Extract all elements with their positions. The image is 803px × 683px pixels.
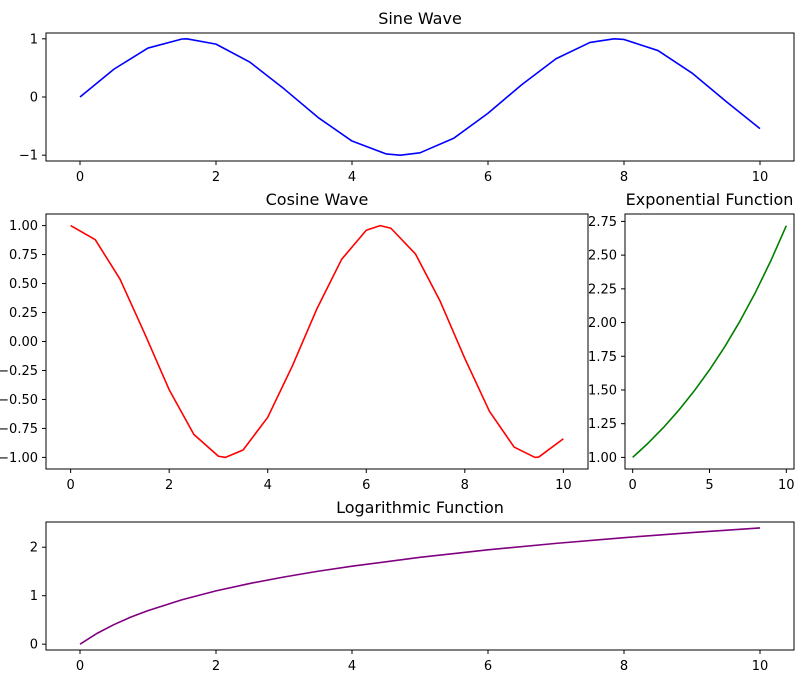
logarithmic-x-tick-label: 0 — [76, 659, 84, 674]
exponential-y-tick-label: 2.00 — [588, 316, 617, 331]
cosine-y-tick-label: 0.75 — [9, 248, 38, 263]
cosine-subplot: Cosine Wave 0 2 4 6 8 10 1.00 0.75 0.50 0.25 0.00 −0… — [0, 190, 589, 493]
exponential-y-tick-label: 1.25 — [588, 417, 617, 432]
sine-x-tick-label: 2 — [212, 170, 220, 185]
sine-x-tick-label: 0 — [76, 170, 84, 185]
cosine-x-tick-label: 8 — [461, 478, 469, 493]
exponential-y-tick-label: 2.25 — [588, 282, 617, 297]
exponential-y-tick-label: 1.50 — [588, 383, 617, 398]
logarithmic-x-tick-label: 2 — [212, 659, 220, 674]
cosine-y-tick-label: −1.00 — [0, 451, 38, 466]
cosine-title: Cosine Wave — [266, 190, 369, 209]
exponential-x-tick-label: 0 — [629, 478, 637, 493]
exponential-x-tick-label: 10 — [778, 478, 795, 493]
cosine-x-tick-label: 6 — [362, 478, 370, 493]
cosine-x-tick-label: 0 — [66, 478, 74, 493]
exponential-x-tick-label: 5 — [705, 478, 713, 493]
logarithmic-subplot: Logarithmic Function 0 2 4 6 8 10 0 1 2 — [30, 498, 795, 674]
sine-y-tick-label: 0 — [30, 91, 38, 106]
cosine-x-tick-label: 2 — [165, 478, 173, 493]
logarithmic-x-tick-label: 8 — [620, 659, 628, 674]
sine-subplot: Sine Wave 0 2 4 6 8 10 −1 0 1 — [19, 9, 795, 185]
exponential-subplot: Exponential Function 0 5 10 1.00 1.25 1.50 1.75… — [588, 190, 795, 493]
cosine-y-tick-label: −0.75 — [0, 422, 38, 437]
exponential-title: Exponential Function — [626, 190, 794, 209]
cosine-y-tick-label: −0.25 — [0, 364, 38, 379]
logarithmic-x-tick-label: 6 — [484, 659, 492, 674]
cosine-x-tick-label: 10 — [555, 478, 572, 493]
sine-title: Sine Wave — [378, 9, 462, 28]
logarithmic-series-line — [79, 527, 761, 645]
cosine-y-tick-label: 0.50 — [9, 277, 38, 292]
cosine-y-tick-label: −0.50 — [0, 393, 38, 408]
sine-x-tick-label: 8 — [620, 170, 628, 185]
logarithmic-title: Logarithmic Function — [336, 498, 504, 517]
exponential-series-line — [632, 225, 788, 458]
exponential-y-tick-label: 2.75 — [588, 215, 617, 230]
exponential-y-tick-label: 2.50 — [588, 249, 617, 264]
logarithmic-y-tick-label: 1 — [30, 589, 38, 604]
logarithmic-x-tick-label: 4 — [348, 659, 356, 674]
cosine-y-tick-label: 0.00 — [9, 335, 38, 350]
cosine-x-tick-label: 4 — [264, 478, 272, 493]
sine-x-tick-label: 6 — [484, 170, 492, 185]
sine-y-tick-label: 1 — [30, 32, 38, 47]
cosine-series-line — [70, 224, 564, 459]
logarithmic-axes-frame — [45, 521, 795, 651]
logarithmic-x-tick-label: 10 — [752, 659, 769, 674]
cosine-y-tick-label: 1.00 — [9, 219, 38, 234]
sine-x-tick-label: 10 — [752, 170, 769, 185]
logarithmic-y-tick-label: 0 — [30, 638, 38, 653]
sine-x-tick-label: 4 — [348, 170, 356, 185]
logarithmic-y-tick-label: 2 — [30, 541, 38, 556]
exponential-y-tick-label: 1.75 — [588, 350, 617, 365]
sine-y-tick-label: −1 — [19, 149, 38, 164]
cosine-y-tick-label: 0.25 — [9, 306, 38, 321]
sine-series-line — [79, 38, 761, 156]
exponential-y-tick-label: 1.00 — [588, 451, 617, 466]
